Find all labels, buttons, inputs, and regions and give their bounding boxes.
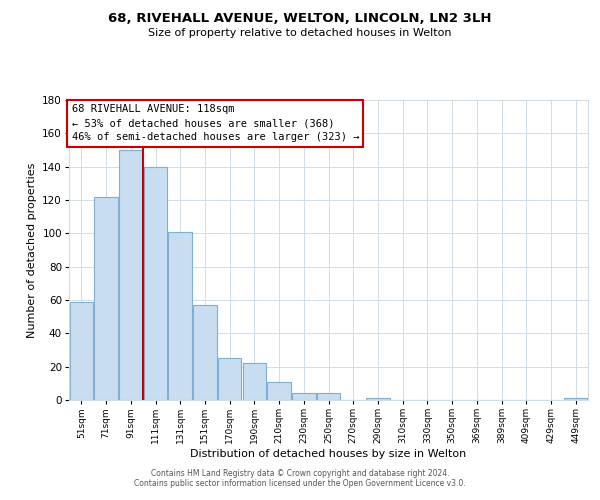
Bar [169, 232, 192, 400]
Bar [242, 364, 266, 400]
Bar [193, 305, 217, 400]
Bar [317, 394, 340, 400]
Bar [144, 166, 167, 400]
Bar [119, 150, 143, 400]
X-axis label: Distribution of detached houses by size in Welton: Distribution of detached houses by size … [190, 449, 467, 459]
Text: Contains HM Land Registry data © Crown copyright and database right 2024.: Contains HM Land Registry data © Crown c… [151, 468, 449, 477]
Bar [94, 196, 118, 400]
Bar [218, 358, 241, 400]
Bar [564, 398, 587, 400]
Y-axis label: Number of detached properties: Number of detached properties [27, 162, 37, 338]
Text: Size of property relative to detached houses in Welton: Size of property relative to detached ho… [148, 28, 452, 38]
Bar [366, 398, 389, 400]
Bar [292, 394, 316, 400]
Text: 68 RIVEHALL AVENUE: 118sqm
← 53% of detached houses are smaller (368)
46% of sem: 68 RIVEHALL AVENUE: 118sqm ← 53% of deta… [71, 104, 359, 142]
Bar [70, 302, 93, 400]
Text: Contains public sector information licensed under the Open Government Licence v3: Contains public sector information licen… [134, 478, 466, 488]
Bar [268, 382, 291, 400]
Text: 68, RIVEHALL AVENUE, WELTON, LINCOLN, LN2 3LH: 68, RIVEHALL AVENUE, WELTON, LINCOLN, LN… [108, 12, 492, 26]
